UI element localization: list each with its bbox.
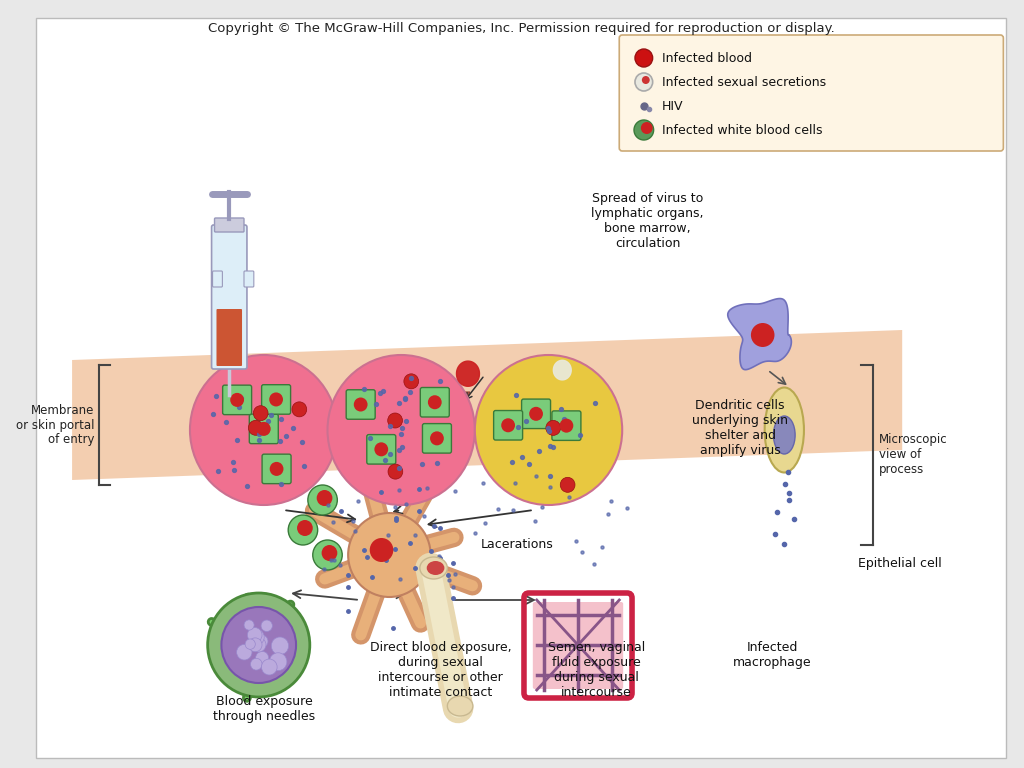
Circle shape [388, 413, 402, 428]
Circle shape [269, 653, 287, 670]
Circle shape [244, 620, 254, 630]
Circle shape [475, 355, 623, 505]
Text: Infected sexual secretions: Infected sexual secretions [662, 75, 825, 88]
Circle shape [388, 464, 402, 479]
Circle shape [428, 396, 441, 409]
Circle shape [328, 355, 475, 505]
Circle shape [353, 398, 368, 412]
FancyBboxPatch shape [620, 35, 1004, 151]
Text: Dendritic cells
underlying skin
shelter and
amplify virus: Dendritic cells underlying skin shelter … [692, 399, 788, 458]
Text: Microscopic
view of
process: Microscopic view of process [879, 433, 947, 476]
Polygon shape [72, 330, 902, 480]
Circle shape [751, 323, 774, 347]
Circle shape [370, 538, 393, 562]
Circle shape [221, 607, 296, 683]
Circle shape [249, 629, 264, 645]
FancyBboxPatch shape [213, 271, 222, 287]
Circle shape [190, 355, 337, 505]
Circle shape [635, 73, 652, 91]
Circle shape [546, 420, 560, 435]
FancyBboxPatch shape [521, 399, 551, 429]
Circle shape [261, 659, 278, 675]
Text: Direct blood exposure,
during sexual
intercourse or other
intimate contact: Direct blood exposure, during sexual int… [370, 641, 511, 700]
Circle shape [430, 432, 443, 445]
Circle shape [634, 120, 653, 140]
FancyBboxPatch shape [262, 454, 291, 484]
Circle shape [269, 392, 283, 406]
Circle shape [230, 393, 244, 407]
Circle shape [251, 658, 262, 670]
Circle shape [255, 635, 268, 647]
Ellipse shape [447, 696, 473, 716]
Circle shape [256, 651, 268, 665]
Polygon shape [728, 299, 792, 369]
Circle shape [245, 639, 255, 649]
Circle shape [403, 374, 419, 389]
Polygon shape [457, 361, 479, 386]
FancyBboxPatch shape [261, 385, 291, 414]
Circle shape [560, 478, 575, 492]
Circle shape [559, 419, 573, 432]
Circle shape [237, 644, 252, 660]
Circle shape [635, 49, 652, 67]
Text: Spread of virus to
lymphatic organs,
bone marrow,
circulation: Spread of virus to lymphatic organs, bon… [592, 192, 703, 250]
Text: Lacerations: Lacerations [481, 538, 554, 551]
Circle shape [253, 406, 268, 421]
FancyBboxPatch shape [367, 435, 395, 464]
Text: HIV: HIV [662, 100, 683, 112]
Circle shape [249, 420, 263, 435]
Circle shape [641, 122, 652, 134]
FancyBboxPatch shape [36, 18, 1007, 758]
Text: Infected blood: Infected blood [662, 51, 752, 65]
Ellipse shape [427, 561, 444, 575]
FancyBboxPatch shape [222, 385, 252, 415]
Circle shape [271, 637, 289, 654]
Ellipse shape [420, 557, 447, 579]
Circle shape [248, 627, 262, 642]
Circle shape [292, 402, 307, 417]
Text: Copyright © The McGraw-Hill Companies, Inc. Permission required for reproduction: Copyright © The McGraw-Hill Companies, I… [208, 22, 835, 35]
FancyBboxPatch shape [532, 602, 624, 689]
Text: Blood exposure
through needles: Blood exposure through needles [213, 695, 315, 723]
Circle shape [208, 593, 310, 697]
Circle shape [308, 485, 337, 515]
FancyBboxPatch shape [244, 271, 254, 287]
Text: Epithelial cell: Epithelial cell [858, 557, 942, 570]
FancyBboxPatch shape [423, 424, 452, 453]
Circle shape [257, 422, 270, 436]
Ellipse shape [765, 388, 804, 472]
Text: Infected
macrophage: Infected macrophage [733, 641, 812, 669]
Circle shape [261, 620, 272, 631]
Circle shape [501, 419, 515, 432]
FancyBboxPatch shape [216, 309, 242, 366]
Circle shape [642, 76, 649, 84]
Circle shape [269, 462, 284, 476]
FancyBboxPatch shape [420, 388, 450, 417]
Text: Semen, vaginal
fluid exposure
during sexual
intercourse: Semen, vaginal fluid exposure during sex… [548, 641, 645, 700]
Circle shape [348, 513, 431, 597]
FancyBboxPatch shape [552, 411, 581, 440]
FancyBboxPatch shape [214, 218, 244, 232]
Circle shape [312, 540, 342, 570]
Circle shape [322, 545, 337, 561]
FancyBboxPatch shape [346, 389, 375, 419]
Text: Membrane
or skin portal
of entry: Membrane or skin portal of entry [16, 403, 94, 446]
Circle shape [375, 442, 388, 456]
Circle shape [249, 638, 262, 652]
Polygon shape [451, 392, 470, 410]
Circle shape [297, 520, 312, 536]
Circle shape [252, 637, 266, 652]
Circle shape [529, 407, 543, 421]
Ellipse shape [773, 416, 795, 454]
Circle shape [316, 490, 333, 506]
Text: Infected white blood cells: Infected white blood cells [662, 124, 822, 137]
FancyBboxPatch shape [494, 411, 522, 440]
FancyBboxPatch shape [212, 225, 247, 369]
FancyBboxPatch shape [249, 414, 279, 444]
Polygon shape [553, 360, 571, 380]
Circle shape [288, 515, 317, 545]
